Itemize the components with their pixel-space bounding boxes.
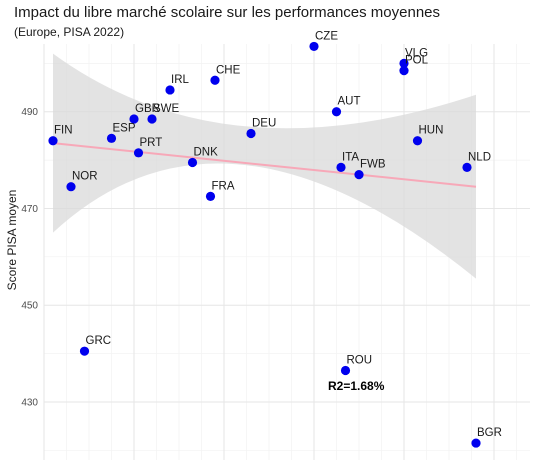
point-label-grc: GRC bbox=[86, 335, 112, 347]
y-tick-labels: 430 450 470 490 bbox=[21, 107, 38, 408]
y-tick-label: 430 bbox=[21, 397, 38, 408]
point-fwb bbox=[354, 170, 364, 180]
point-label-esp: ESP bbox=[113, 122, 136, 134]
point-vlg bbox=[399, 58, 409, 68]
point-label-cze: CZE bbox=[315, 30, 338, 42]
point-label-rou: ROU bbox=[347, 355, 373, 367]
point-nor bbox=[66, 182, 76, 192]
point-bgr bbox=[471, 438, 481, 448]
point-dnk bbox=[187, 157, 198, 168]
confidence-band-layer bbox=[53, 53, 476, 279]
point-rou bbox=[340, 365, 351, 376]
chart-title: Impact du libre marché scolaire sur les … bbox=[14, 4, 441, 21]
trend-line-layer bbox=[52, 142, 477, 188]
point-label-swe: SWE bbox=[153, 103, 180, 115]
point-prt bbox=[133, 148, 144, 158]
point-che bbox=[210, 75, 220, 85]
point-label-nor: NOR bbox=[72, 171, 98, 183]
point-ita bbox=[336, 162, 346, 172]
point-label-prt: PRT bbox=[140, 137, 163, 149]
point-aut bbox=[331, 107, 342, 117]
point-label-pol: POL bbox=[405, 55, 429, 67]
y-tick-label: 490 bbox=[21, 107, 38, 118]
point-label-vlg: VLG bbox=[405, 47, 428, 59]
point-fin bbox=[48, 136, 58, 146]
point-label-ita: ITA bbox=[342, 151, 359, 163]
point-label-bgr: BGR bbox=[477, 427, 502, 439]
point-label-fra: FRA bbox=[212, 180, 235, 192]
point-label-gbr: GBR bbox=[135, 103, 160, 115]
point-label-irl: IRL bbox=[171, 74, 190, 86]
point-label-hun: HUN bbox=[419, 125, 444, 137]
point-labels: FIN NOR GRC ESP GBR PRT SWE IRL DNK FRA CHE DEU CZE A… bbox=[54, 30, 502, 439]
point-irl bbox=[165, 85, 175, 95]
y-tick-label: 470 bbox=[21, 204, 38, 215]
point-esp bbox=[106, 133, 117, 143]
point-cze bbox=[309, 41, 319, 52]
point-label-aut: AUT bbox=[338, 96, 361, 108]
point-deu bbox=[246, 128, 256, 139]
chart-subtitle: (Europe, PISA 2022) bbox=[14, 25, 125, 39]
confidence-band bbox=[53, 53, 476, 279]
point-gbr bbox=[129, 114, 139, 124]
point-label-dnk: DNK bbox=[194, 147, 219, 159]
point-label-deu: DEU bbox=[252, 117, 276, 129]
data-points bbox=[48, 41, 481, 448]
point-label-nld: NLD bbox=[468, 151, 491, 163]
point-swe bbox=[147, 114, 157, 124]
point-nld bbox=[462, 162, 472, 172]
y-tick-label: 450 bbox=[21, 301, 38, 312]
trend-line bbox=[52, 142, 477, 188]
point-hun bbox=[412, 136, 423, 146]
point-fra bbox=[205, 191, 216, 201]
point-label-fin: FIN bbox=[54, 125, 73, 137]
point-grc bbox=[79, 346, 90, 356]
point-label-che: CHE bbox=[216, 64, 241, 76]
point-pol bbox=[399, 66, 409, 76]
point-label-fwb: FWB bbox=[360, 159, 386, 171]
r2-annotation: R2=1.68% bbox=[328, 379, 385, 393]
